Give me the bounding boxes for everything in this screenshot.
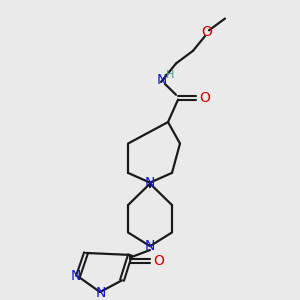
Text: N: N xyxy=(157,73,167,87)
Text: N: N xyxy=(71,269,81,284)
Text: O: O xyxy=(200,91,210,105)
Text: N: N xyxy=(96,286,106,300)
Text: O: O xyxy=(202,25,212,39)
Text: O: O xyxy=(154,254,164,268)
Text: H: H xyxy=(166,70,174,80)
Text: N: N xyxy=(145,176,155,190)
Text: N: N xyxy=(145,239,155,253)
